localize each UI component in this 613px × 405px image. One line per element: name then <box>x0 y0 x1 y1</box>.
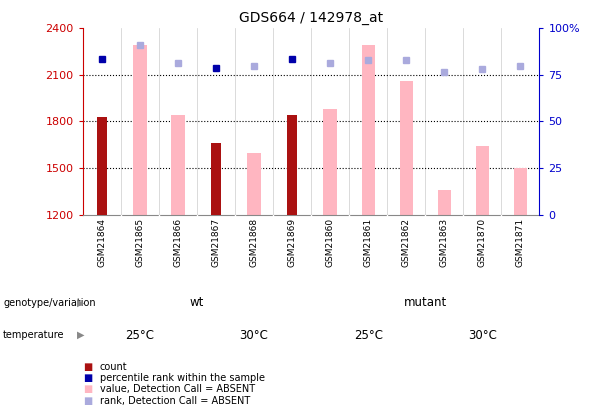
Text: ■: ■ <box>83 373 92 383</box>
Text: temperature: temperature <box>3 330 64 340</box>
Text: GSM21867: GSM21867 <box>211 218 221 267</box>
Bar <box>476 146 489 215</box>
Text: GSM21868: GSM21868 <box>249 218 259 267</box>
Text: GSM21861: GSM21861 <box>364 218 373 267</box>
Bar <box>97 117 107 215</box>
Text: GSM21864: GSM21864 <box>97 218 106 267</box>
Text: 25°C: 25°C <box>125 328 154 342</box>
Text: GSM21866: GSM21866 <box>173 218 183 267</box>
Text: ■: ■ <box>83 396 92 405</box>
Text: 30°C: 30°C <box>240 328 268 342</box>
Bar <box>438 190 451 215</box>
Text: 30°C: 30°C <box>468 328 497 342</box>
Bar <box>211 143 221 215</box>
Bar <box>514 168 527 215</box>
Bar <box>324 109 337 215</box>
Text: value, Detection Call = ABSENT: value, Detection Call = ABSENT <box>100 384 255 394</box>
Text: mutant: mutant <box>403 296 447 309</box>
Text: GSM21869: GSM21869 <box>287 218 297 267</box>
Text: rank, Detection Call = ABSENT: rank, Detection Call = ABSENT <box>100 396 250 405</box>
Text: percentile rank within the sample: percentile rank within the sample <box>100 373 265 383</box>
Text: GSM21870: GSM21870 <box>478 218 487 267</box>
Bar <box>133 45 147 215</box>
Text: GSM21865: GSM21865 <box>135 218 144 267</box>
Text: ▶: ▶ <box>77 330 84 340</box>
Text: count: count <box>100 362 128 371</box>
Bar <box>362 45 375 215</box>
Text: GSM21871: GSM21871 <box>516 218 525 267</box>
Bar <box>287 115 297 215</box>
Text: 25°C: 25°C <box>354 328 383 342</box>
Text: GSM21860: GSM21860 <box>326 218 335 267</box>
Bar <box>248 153 261 215</box>
Text: ▶: ▶ <box>77 298 84 308</box>
Text: genotype/variation: genotype/variation <box>3 298 96 308</box>
Text: GSM21862: GSM21862 <box>402 218 411 267</box>
Text: GSM21863: GSM21863 <box>440 218 449 267</box>
Text: ■: ■ <box>83 384 92 394</box>
Text: ■: ■ <box>83 362 92 371</box>
Bar <box>171 115 185 215</box>
Title: GDS664 / 142978_at: GDS664 / 142978_at <box>239 11 383 25</box>
Text: wt: wt <box>190 296 204 309</box>
Bar <box>400 81 413 215</box>
